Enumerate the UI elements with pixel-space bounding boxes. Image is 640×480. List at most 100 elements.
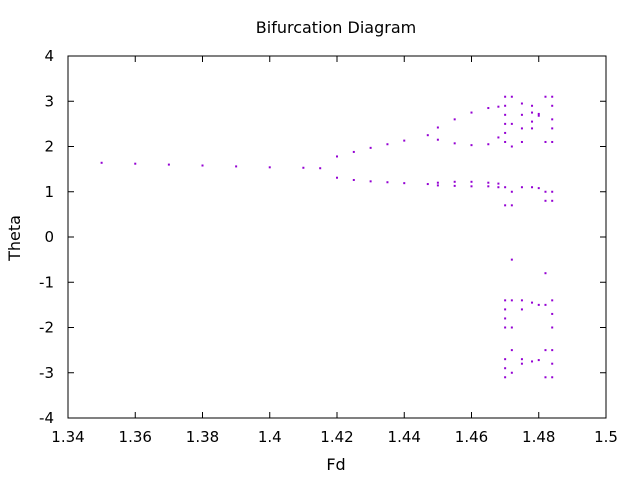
data-point [487,107,490,110]
data-point [510,299,513,302]
data-point [336,176,338,179]
data-point [520,127,523,130]
data-point [544,95,547,98]
data-point [426,183,429,186]
data-point [336,155,338,158]
data-point [504,376,507,379]
data-point [504,95,507,98]
y-tick-label: 2 [44,138,54,156]
data-point [551,299,554,302]
data-point [551,376,554,379]
data-point [167,163,170,166]
data-point [319,167,322,170]
data-point [470,144,473,147]
data-point [201,164,204,167]
data-point [426,134,429,137]
data-point [369,180,372,183]
data-point [551,190,554,193]
data-point [497,182,500,185]
data-point [497,136,500,139]
data-point [504,299,507,302]
data-point [497,186,500,189]
y-tick-label: -2 [39,319,54,337]
y-axis-label: Theta [5,215,24,262]
data-point [510,204,513,207]
data-point [551,312,554,315]
y-tick-label: 3 [44,92,54,110]
y-tick-label: 4 [44,47,54,65]
data-point [510,145,513,148]
x-tick-label: 1.46 [455,428,488,446]
x-tick-label: 1.42 [320,428,353,446]
data-point [268,166,271,169]
data-point [504,186,507,189]
data-point [544,303,547,306]
data-point [504,367,507,370]
x-tick-label: 1.38 [186,428,219,446]
x-axis-label: Fd [326,455,345,474]
data-point [403,139,406,142]
data-point [510,326,513,329]
data-point [551,118,554,121]
data-point [537,112,540,115]
data-point [504,326,507,329]
data-point [470,185,473,188]
y-tick-label: -3 [39,364,54,382]
data-point [369,146,372,149]
data-point [504,317,507,320]
data-point [520,362,523,365]
data-point [386,181,389,184]
data-point [544,376,547,379]
data-point [453,142,456,145]
data-point [302,166,305,169]
data-point [504,204,507,207]
x-tick-label: 1.36 [119,428,152,446]
data-point [100,161,103,164]
data-point [520,299,523,302]
data-point [470,180,473,183]
x-tick-label: 1.4 [258,428,282,446]
x-tick-label: 1.34 [51,428,84,446]
data-point [510,258,513,261]
data-point [537,114,540,117]
data-point [531,186,534,189]
y-tick-label: -1 [39,273,54,291]
data-point [352,178,355,181]
data-point [531,111,534,114]
data-point [544,199,547,202]
data-point [544,140,547,143]
data-point [544,349,547,352]
data-point [537,359,540,362]
data-point [537,303,540,306]
data-point [531,104,534,107]
data-point [403,182,406,185]
data-point [436,181,439,184]
data-point [510,371,513,374]
data-point [504,131,507,134]
data-point [487,185,490,188]
data-point [551,140,554,143]
chart-title: Bifurcation Diagram [256,18,416,37]
axes: 1.34 1.36 1.38 1.4 1.42 1.44 1.46 1.48 1.5 -4 -3 -2… [39,47,618,446]
data-point [551,362,554,365]
data-point [551,199,554,202]
data-point [504,104,507,107]
data-point [520,113,523,116]
data-point [551,326,554,329]
data-point [510,349,513,352]
plot-frame [67,55,607,419]
data-point [551,104,554,107]
x-tick-label: 1.44 [388,428,421,446]
data-point [386,143,389,146]
data-point [497,105,500,108]
data-point [453,184,456,187]
x-tick-label: 1.5 [594,428,618,446]
data-point [453,118,456,121]
data-point [504,113,507,116]
data-point [436,184,439,187]
data-point [551,127,554,130]
data-point [504,358,507,361]
x-tick-label: 1.48 [522,428,555,446]
data-point [544,190,547,193]
